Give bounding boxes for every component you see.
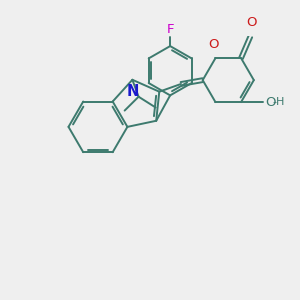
Text: O: O (265, 96, 276, 109)
Text: F: F (167, 22, 175, 36)
Text: O: O (247, 16, 257, 29)
Text: O: O (209, 38, 219, 51)
Text: N: N (127, 84, 139, 99)
Text: -H: -H (273, 97, 285, 107)
